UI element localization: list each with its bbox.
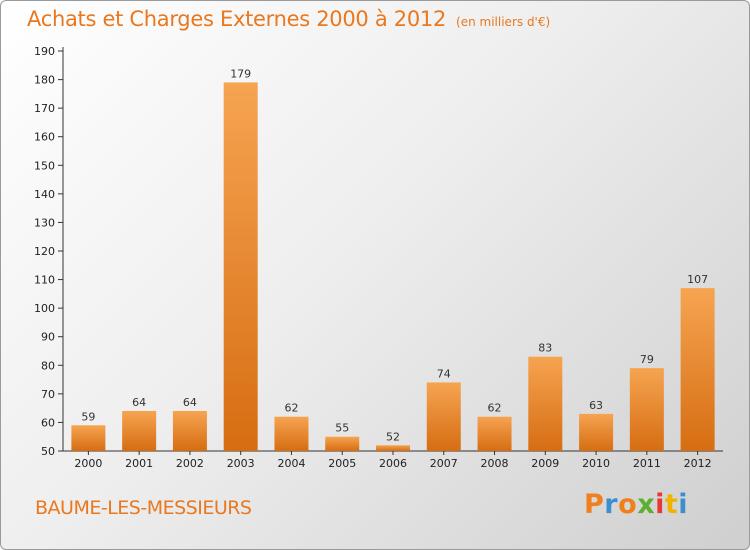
bar <box>223 82 258 451</box>
chart-unit: (en milliers d'€) <box>456 15 551 29</box>
y-tick-label: 70 <box>41 388 55 401</box>
x-tick-label: 2012 <box>684 457 712 470</box>
data-label: 83 <box>538 342 552 355</box>
logo-letter: x <box>637 489 656 520</box>
logo-letter: o <box>618 489 638 520</box>
data-label: 59 <box>81 410 95 423</box>
data-label: 179 <box>230 67 251 80</box>
data-label: 63 <box>589 399 603 412</box>
data-label: 64 <box>183 396 197 409</box>
y-tick-label: 110 <box>34 274 55 287</box>
x-tick-label: 2007 <box>430 457 458 470</box>
y-tick-label: 50 <box>41 445 55 458</box>
y-tick-label: 160 <box>34 131 55 144</box>
data-label: 79 <box>640 353 654 366</box>
y-tick-label: 90 <box>41 331 55 344</box>
logo-letter: r <box>604 489 619 520</box>
y-tick-label: 170 <box>34 102 55 115</box>
bar <box>426 382 461 451</box>
bar <box>325 436 360 451</box>
y-tick-label: 130 <box>34 216 55 229</box>
data-label: 62 <box>488 402 502 415</box>
bar <box>579 413 614 451</box>
y-tick-label: 140 <box>34 188 55 201</box>
x-tick-label: 2002 <box>176 457 204 470</box>
data-label: 62 <box>284 402 298 415</box>
y-tick-label: 80 <box>41 359 55 372</box>
y-tick-label: 100 <box>34 302 55 315</box>
y-tick-label: 60 <box>41 416 55 429</box>
logo-letter: i <box>655 489 665 520</box>
y-tick-label: 150 <box>34 159 55 172</box>
logo-letter: i <box>678 489 689 520</box>
data-label: 52 <box>386 430 400 443</box>
x-tick-label: 2001 <box>125 457 153 470</box>
logo-letter: P <box>584 489 605 520</box>
data-label: 107 <box>687 273 708 286</box>
bar <box>629 368 664 451</box>
x-tick-label: 2008 <box>481 457 509 470</box>
bar <box>172 411 207 451</box>
x-tick-label: 2010 <box>582 457 610 470</box>
x-tick-label: 2000 <box>74 457 102 470</box>
x-tick-label: 2011 <box>633 457 661 470</box>
y-tick-label: 190 <box>34 45 55 58</box>
bar <box>122 411 157 451</box>
x-tick-label: 2005 <box>328 457 356 470</box>
chart-title: Achats et Charges Externes 2000 à 2012 (e… <box>27 7 550 31</box>
x-tick-label: 2004 <box>277 457 305 470</box>
bar <box>528 356 563 451</box>
logo-letter: t <box>664 489 679 520</box>
x-tick-label: 2003 <box>227 457 255 470</box>
proxiti-logo: Proxiti <box>584 489 688 520</box>
y-tick-label: 120 <box>34 245 55 258</box>
x-tick-label: 2006 <box>379 457 407 470</box>
data-label: 55 <box>335 422 349 435</box>
bar <box>680 288 715 451</box>
bar <box>376 445 410 451</box>
x-tick-label: 2009 <box>531 457 559 470</box>
bar <box>274 416 309 451</box>
bar <box>477 416 512 451</box>
commune-name: BAUME-LES-MESSIEURS <box>35 497 252 519</box>
y-tick-label: 180 <box>34 74 55 87</box>
chart-title-text: Achats et Charges Externes 2000 à 2012 <box>27 7 447 31</box>
data-label: 74 <box>437 367 451 380</box>
data-label: 64 <box>132 396 146 409</box>
bar <box>71 425 106 451</box>
